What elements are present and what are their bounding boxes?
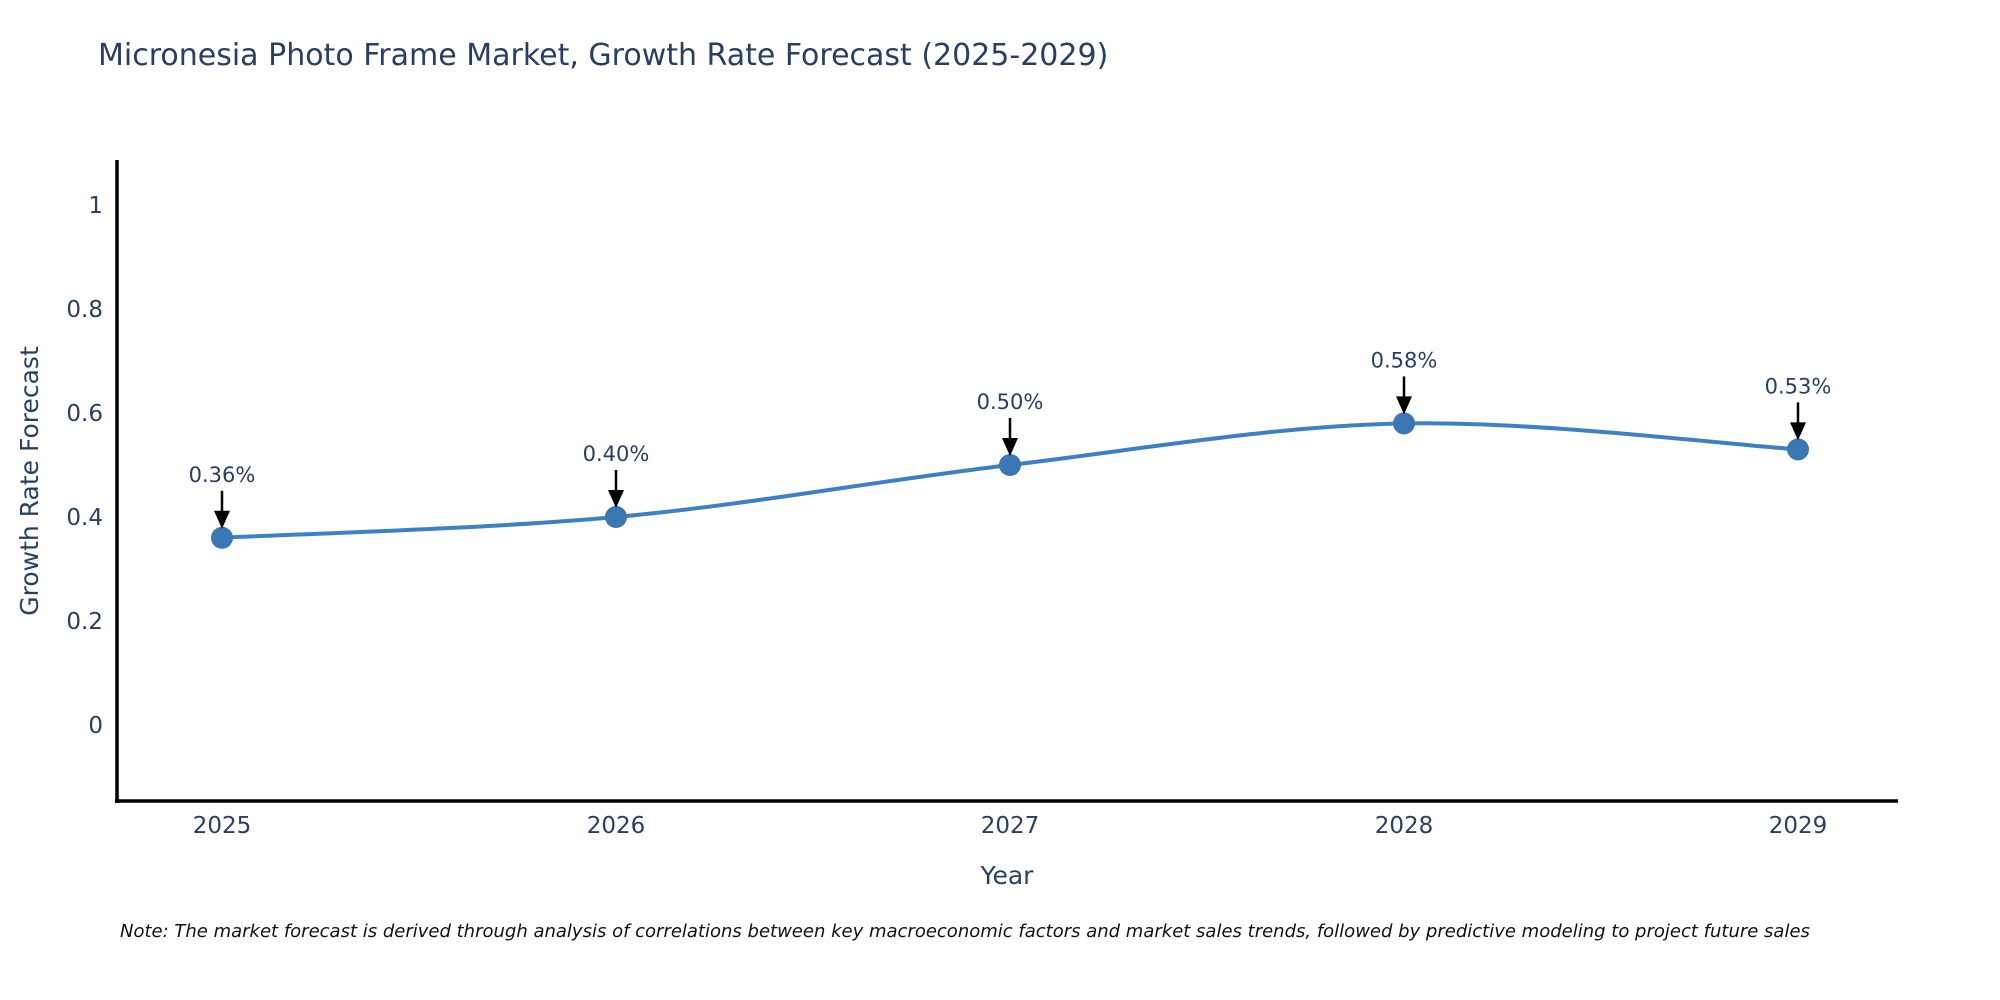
y-tick-label: 0.2 bbox=[66, 609, 103, 635]
data-point-marker bbox=[605, 506, 627, 528]
point-annotation-label: 0.36% bbox=[189, 463, 256, 487]
data-point-marker bbox=[1787, 438, 1809, 461]
annotation-arrowhead-icon bbox=[1396, 396, 1412, 415]
chart-title: Micronesia Photo Frame Market, Growth Ra… bbox=[98, 38, 1109, 73]
x-tick-label: 2025 bbox=[193, 813, 252, 839]
data-point-marker bbox=[999, 454, 1021, 476]
x-tick-label: 2028 bbox=[1375, 813, 1434, 839]
point-annotation: 0.58% bbox=[1371, 348, 1438, 415]
point-annotation-label: 0.40% bbox=[583, 442, 650, 466]
y-tick-label: 0.8 bbox=[66, 297, 103, 323]
point-annotation: 0.50% bbox=[977, 390, 1044, 456]
point-annotation: 0.53% bbox=[1765, 374, 1832, 441]
footnote: Note: The market forecast is derived thr… bbox=[120, 921, 1810, 942]
annotation-arrowhead-icon bbox=[608, 490, 624, 508]
annotation-arrowhead-icon bbox=[214, 510, 230, 529]
point-annotation-label: 0.58% bbox=[1371, 348, 1438, 372]
y-tick-label: 0.4 bbox=[66, 505, 103, 531]
x-tick-label: 2026 bbox=[587, 813, 646, 839]
point-annotation-label: 0.53% bbox=[1765, 374, 1832, 398]
point-annotation-label: 0.50% bbox=[977, 390, 1044, 414]
y-tick-label: 0.6 bbox=[66, 401, 103, 427]
x-tick-label: 2027 bbox=[981, 813, 1040, 839]
y-tick-label: 0 bbox=[88, 713, 103, 739]
data-point-marker bbox=[211, 526, 233, 549]
y-tick-label: 1 bbox=[88, 193, 103, 219]
point-annotation: 0.40% bbox=[583, 442, 650, 508]
data-point-marker bbox=[1393, 412, 1415, 435]
point-annotation: 0.36% bbox=[189, 463, 256, 529]
x-tick-label: 2029 bbox=[1769, 813, 1828, 839]
x-axis-title: Year bbox=[980, 861, 1034, 890]
annotation-arrowhead-icon bbox=[1002, 438, 1018, 456]
annotation-arrowhead-icon bbox=[1790, 422, 1806, 441]
